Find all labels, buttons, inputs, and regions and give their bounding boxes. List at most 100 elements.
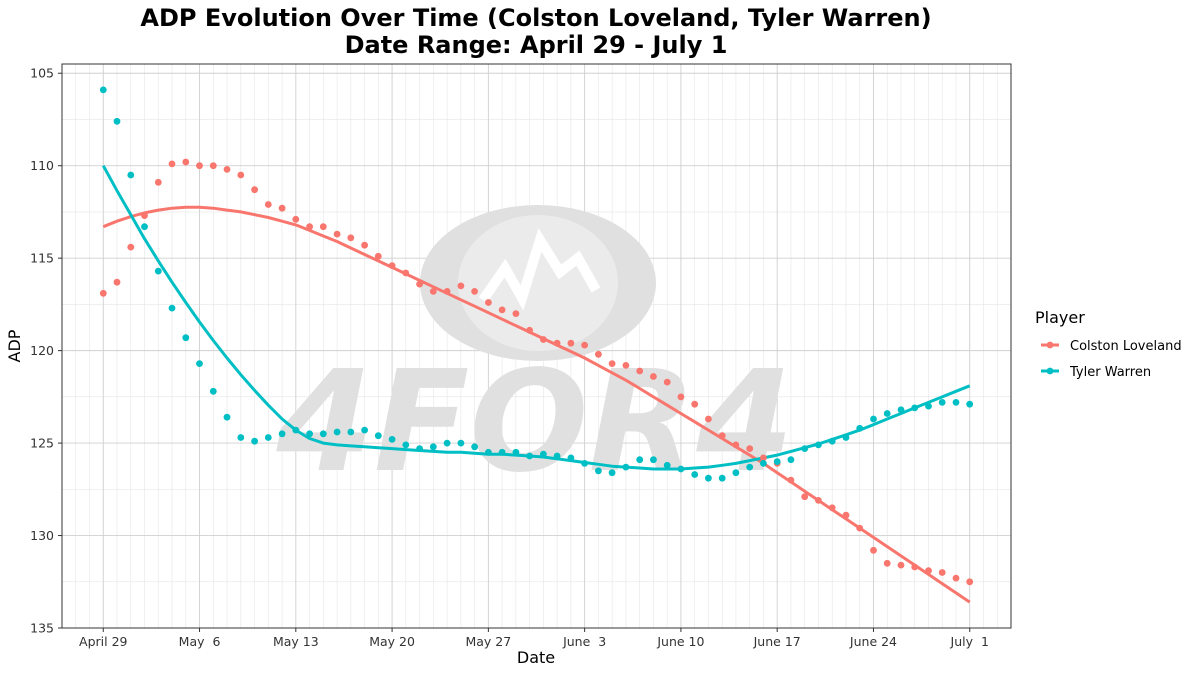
data-point-tyler-warren [141,223,148,231]
data-point-colston-loveland [760,454,767,462]
data-point-tyler-warren [113,117,121,125]
axes: 105 110 115 120 125 130 135 April 29 May 6 May 13… [30,63,1012,649]
data-point-tyler-warren [883,410,891,417]
data-point-tyler-warren [264,434,272,441]
data-point-colston-loveland [498,306,506,314]
data-point-tyler-warren [828,437,836,445]
data-point-colston-loveland [154,178,162,186]
trend-line-tyler-warren [101,164,971,471]
data-point-tyler-warren [608,469,616,477]
data-point-tyler-warren [787,456,795,464]
legend-title: Player [1035,308,1085,327]
data-point-colston-loveland [292,215,300,223]
data-point-tyler-warren [856,424,864,432]
y-tick-label: 135 [30,621,54,636]
data-point-tyler-warren [374,432,382,440]
x-tick-label: July 1 [950,634,989,649]
data-point-colston-loveland [471,288,478,295]
data-point-colston-loveland [361,241,368,249]
legend-dot-tyler-warren [1046,367,1054,375]
data-point-tyler-warren [182,334,190,342]
data-point-tyler-warren [705,474,712,482]
data-point-tyler-warren [99,86,107,94]
data-point-colston-loveland [374,252,382,260]
data-point-colston-loveland [801,493,809,501]
data-point-tyler-warren [842,434,850,441]
data-point-colston-loveland [691,400,699,408]
data-point-tyler-warren [746,463,754,471]
data-point-colston-loveland [925,567,932,575]
data-point-colston-loveland [347,234,355,242]
data-point-tyler-warren [691,471,699,478]
data-point-colston-loveland [127,243,135,251]
data-point-tyler-warren [925,402,932,410]
data-point-colston-loveland [842,511,850,519]
data-point-colston-loveland [883,559,891,567]
data-point-colston-loveland [732,441,740,449]
legend-label-colston-loveland: Colston Loveland [1070,339,1182,354]
data-point-tyler-warren [196,360,203,367]
data-point-tyler-warren [677,465,685,473]
data-point-tyler-warren [622,463,630,471]
x-tick-label: May 6 [179,634,221,649]
data-point-colston-loveland [319,223,327,231]
data-point-tyler-warren [209,387,217,395]
data-point-tyler-warren [416,445,423,452]
data-point-colston-loveland [938,569,946,576]
x-axis-title: Date [517,648,555,667]
data-point-colston-loveland [196,162,203,170]
watermark-zigzag-icon [478,228,601,311]
data-point-colston-loveland [443,288,451,295]
data-point-colston-loveland [209,162,217,170]
data-point-colston-loveland [168,160,176,168]
data-point-colston-loveland [718,432,726,440]
data-point-colston-loveland [705,415,712,423]
data-point-colston-loveland [237,171,245,179]
data-point-tyler-warren [471,443,478,451]
y-axis-title: ADP [5,329,24,362]
x-tick-label: May 13 [273,634,319,649]
data-point-tyler-warren [650,456,657,464]
watermark-text: 4FOR4 [275,341,793,504]
data-point-tyler-warren [773,458,781,465]
data-point-tyler-warren [498,448,506,456]
data-point-colston-loveland [815,497,822,504]
trend-lines [101,164,971,604]
data-point-tyler-warren [732,469,740,477]
data-point-tyler-warren [952,399,960,406]
data-point-colston-loveland [677,393,685,401]
data-point-tyler-warren [718,474,726,482]
data-point-tyler-warren [801,445,809,452]
data-point-tyler-warren [443,439,451,447]
data-point-colston-loveland [141,212,148,220]
data-point-colston-loveland [113,278,121,286]
data-point-tyler-warren [127,171,135,179]
data-point-tyler-warren [361,426,368,434]
y-tick-label: 130 [30,528,54,543]
data-point-tyler-warren [457,439,465,447]
data-point-colston-loveland [223,166,231,173]
data-point-colston-loveland [911,563,919,571]
y-tick-label: 105 [30,66,54,81]
data-point-colston-loveland [636,367,644,375]
data-point-colston-loveland [663,378,671,386]
data-point-tyler-warren [237,434,245,441]
data-point-tyler-warren [938,399,946,406]
y-tick-label: 120 [30,343,54,358]
chart-title: ADP Evolution Over Time (Colston Lovelan… [140,4,931,32]
data-point-tyler-warren [223,413,231,421]
data-point-colston-loveland [966,578,974,586]
data-points [99,86,974,586]
data-point-tyler-warren [595,467,602,475]
legend: Player Colston Loveland Tyler Warren [1035,308,1182,380]
data-point-colston-loveland [828,504,836,512]
x-tick-label: June 24 [849,634,897,649]
data-point-colston-loveland [388,262,396,269]
data-point-tyler-warren [553,452,561,460]
x-tick-label: May 20 [369,634,415,649]
data-point-colston-loveland [540,336,547,343]
data-point-colston-loveland [526,326,533,334]
x-tick-label: June 17 [753,634,801,649]
data-point-tyler-warren [278,430,286,438]
data-point-colston-loveland [567,339,575,347]
